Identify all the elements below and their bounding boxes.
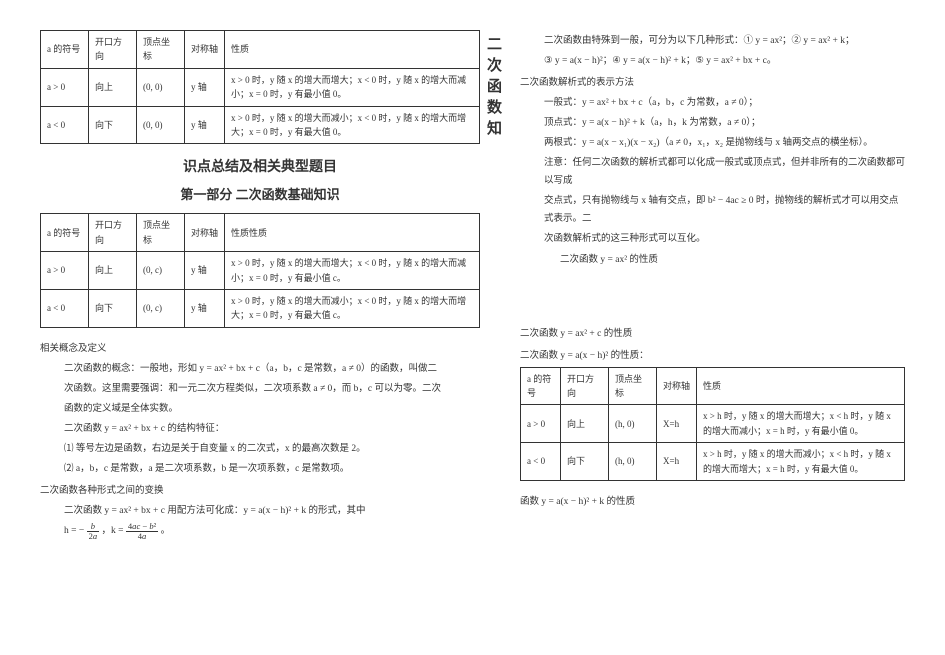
cell: (h, 0) xyxy=(609,405,657,443)
th-prop: 性质 xyxy=(225,31,480,69)
para: ⑵ a，b，c 是常数，a 是二次项系数，b 是一次项系数，c 是常数项。 xyxy=(40,460,480,478)
cell: 向上 xyxy=(89,68,137,106)
para: 一般式：y = ax² + bx + c（a，b，c 为常数，a ≠ 0）； xyxy=(520,94,905,112)
th-open: 开口方向 xyxy=(561,367,609,405)
right-column: 二次函数由特殊到一般，可分为以下几种形式：① y = ax²；② y = ax²… xyxy=(520,30,905,625)
cell: 向下 xyxy=(89,289,137,327)
section-axh2k: 函数 y = a(x − h)² + k 的性质 xyxy=(520,493,905,511)
text: ，k = xyxy=(102,526,126,536)
table-row: a < 0 向下 (0, c) y 轴 x > 0 时，y 随 x 的增大而减小… xyxy=(41,289,480,327)
table-row: a > 0 向上 (h, 0) X=h x > h 时，y 随 x 的增大而增大… xyxy=(521,405,905,443)
th-prop: 性质 xyxy=(697,367,905,405)
para: 注意：任何二次函数的解析式都可以化成一般式或顶点式，但并非所有的二次函数都可以写… xyxy=(520,154,905,190)
cell: (0, 0) xyxy=(137,106,185,144)
th-sign: a 的符号 xyxy=(41,31,89,69)
fraction-k: 4ac − b²4a xyxy=(126,522,158,540)
cell: X=h xyxy=(657,405,697,443)
cell: x > 0 时，y 随 x 的增大而增大；x < 0 时，y 随 x 的增大而减… xyxy=(225,68,480,106)
cell: 向上 xyxy=(89,252,137,290)
cell: x > h 时，y 随 x 的增大而增大；x < h 时，y 随 x 的增大而减… xyxy=(697,405,905,443)
cell: a < 0 xyxy=(41,106,89,144)
cell: 向下 xyxy=(89,106,137,144)
th-axis: 对称轴 xyxy=(185,214,225,252)
section-expressions: 二次函数解析式的表示方法 xyxy=(520,74,905,92)
para: 二次函数由特殊到一般，可分为以下几种形式：① y = ax²；② y = ax²… xyxy=(520,32,905,50)
para: 交点式，只有抛物线与 x 轴有交点，即 b² − 4ac ≥ 0 时，抛物线的解… xyxy=(520,192,905,228)
table-header-row: a 的符号 开口方向 顶点坐标 对称轴 性质 xyxy=(41,31,480,69)
cell: x > 0 时，y 随 x 的增大而减小；x < 0 时，y 随 x 的增大而增… xyxy=(225,289,480,327)
text: h = − xyxy=(64,526,87,536)
left-column: a 的符号 开口方向 顶点坐标 对称轴 性质 a > 0 向上 (0, 0) y… xyxy=(40,30,480,625)
section-transform: 二次函数各种形式之间的变换 xyxy=(40,482,480,500)
vertical-title: 二次函数知 xyxy=(490,36,506,141)
cell: y 轴 xyxy=(185,252,225,290)
table-row: a < 0 向下 (h, 0) X=h x > h 时，y 随 x 的增大而减小… xyxy=(521,443,905,481)
cell: (0, c) xyxy=(137,289,185,327)
th-axis: 对称轴 xyxy=(185,31,225,69)
para: 二次函数 y = ax² 的性质 xyxy=(520,251,905,269)
table-basic-ax2: a 的符号 开口方向 顶点坐标 对称轴 性质 a > 0 向上 (0, 0) y… xyxy=(40,30,480,144)
cell: x > 0 时，y 随 x 的增大而减小；x < 0 时，y 随 x 的增大而增… xyxy=(225,106,480,144)
cell: a < 0 xyxy=(521,443,561,481)
cell: a > 0 xyxy=(521,405,561,443)
main-heading: 识点总结及相关典型题目 xyxy=(40,156,480,176)
para: 二次函数 y = ax² + bx + c 的结构特征： xyxy=(40,420,480,438)
th-sign: a 的符号 xyxy=(521,367,561,405)
table-header-row: a 的符号 开口方向 顶点坐标 对称轴 性质性质 xyxy=(41,214,480,252)
table-a-x-minus-h-sq: a 的符号 开口方向 顶点坐标 对称轴 性质 a > 0 向上 (h, 0) X… xyxy=(520,367,905,481)
cell: y 轴 xyxy=(185,106,225,144)
section-axh2: 二次函数 y = a(x − h)² 的性质： xyxy=(520,347,905,365)
cell: a > 0 xyxy=(41,68,89,106)
spacer xyxy=(520,271,905,321)
para: 两根式：y = a(x − x₁)(x − x₂)（a ≠ 0，x₁，x₂ 是抛… xyxy=(520,134,905,152)
fraction-h: b2a xyxy=(87,522,100,540)
th-vertex: 顶点坐标 xyxy=(609,367,657,405)
para: 函数的定义域是全体实数。 xyxy=(40,400,480,418)
table-row: a > 0 向上 (0, 0) y 轴 x > 0 时，y 随 x 的增大而增大… xyxy=(41,68,480,106)
table-header-row: a 的符号 开口方向 顶点坐标 对称轴 性质 xyxy=(521,367,905,405)
cell: (0, c) xyxy=(137,252,185,290)
para: 顶点式：y = a(x − h)² + k（a，h，k 为常数，a ≠ 0）； xyxy=(520,114,905,132)
th-sign: a 的符号 xyxy=(41,214,89,252)
para: 二次函数 y = ax² + bx + c 用配方法可化成：y = a(x − … xyxy=(40,502,480,520)
cell: y 轴 xyxy=(185,68,225,106)
section-concepts: 相关概念及定义 xyxy=(40,340,480,358)
cell: x > 0 时，y 随 x 的增大而增大；x < 0 时，y 随 x 的增大而减… xyxy=(225,252,480,290)
table-row: a < 0 向下 (0, 0) y 轴 x > 0 时，y 随 x 的增大而减小… xyxy=(41,106,480,144)
cell: 向下 xyxy=(561,443,609,481)
cell: (0, 0) xyxy=(137,68,185,106)
th-open: 开口方向 xyxy=(89,214,137,252)
cell: x > h 时，y 随 x 的增大而减小；x < h 时，y 随 x 的增大而增… xyxy=(697,443,905,481)
cell: y 轴 xyxy=(185,289,225,327)
text: 。 xyxy=(161,526,171,536)
para: ③ y = a(x − h)²；④ y = a(x − h)² + k；⑤ y … xyxy=(520,52,905,70)
para: 二次函数的概念：一般地，形如 y = ax² + bx + c（a，b，c 是常… xyxy=(40,360,480,378)
para-hk: h = − b2a ，k = 4ac − b²4a 。 xyxy=(40,522,480,540)
th-vertex: 顶点坐标 xyxy=(137,31,185,69)
th-prop: 性质性质 xyxy=(225,214,480,252)
section-ax2c: 二次函数 y = ax² + c 的性质 xyxy=(520,325,905,343)
table-ax2-plus-c: a 的符号 开口方向 顶点坐标 对称轴 性质性质 a > 0 向上 (0, c)… xyxy=(40,213,480,327)
table-row: a > 0 向上 (0, c) y 轴 x > 0 时，y 随 x 的增大而增大… xyxy=(41,252,480,290)
th-vertex: 顶点坐标 xyxy=(137,214,185,252)
cell: (h, 0) xyxy=(609,443,657,481)
cell: 向上 xyxy=(561,405,609,443)
th-axis: 对称轴 xyxy=(657,367,697,405)
th-open: 开口方向 xyxy=(89,31,137,69)
para: 次函数。这里需要强调：和一元二次方程类似，二次项系数 a ≠ 0，而 b，c 可… xyxy=(40,380,480,398)
cell: a < 0 xyxy=(41,289,89,327)
para: ⑴ 等号左边是函数，右边是关于自变量 x 的二次式，x 的最高次数是 2。 xyxy=(40,440,480,458)
cell: X=h xyxy=(657,443,697,481)
sub-heading: 第一部分 二次函数基础知识 xyxy=(40,184,480,203)
para: 次函数解析式的这三种形式可以互化。 xyxy=(520,230,905,248)
cell: a > 0 xyxy=(41,252,89,290)
